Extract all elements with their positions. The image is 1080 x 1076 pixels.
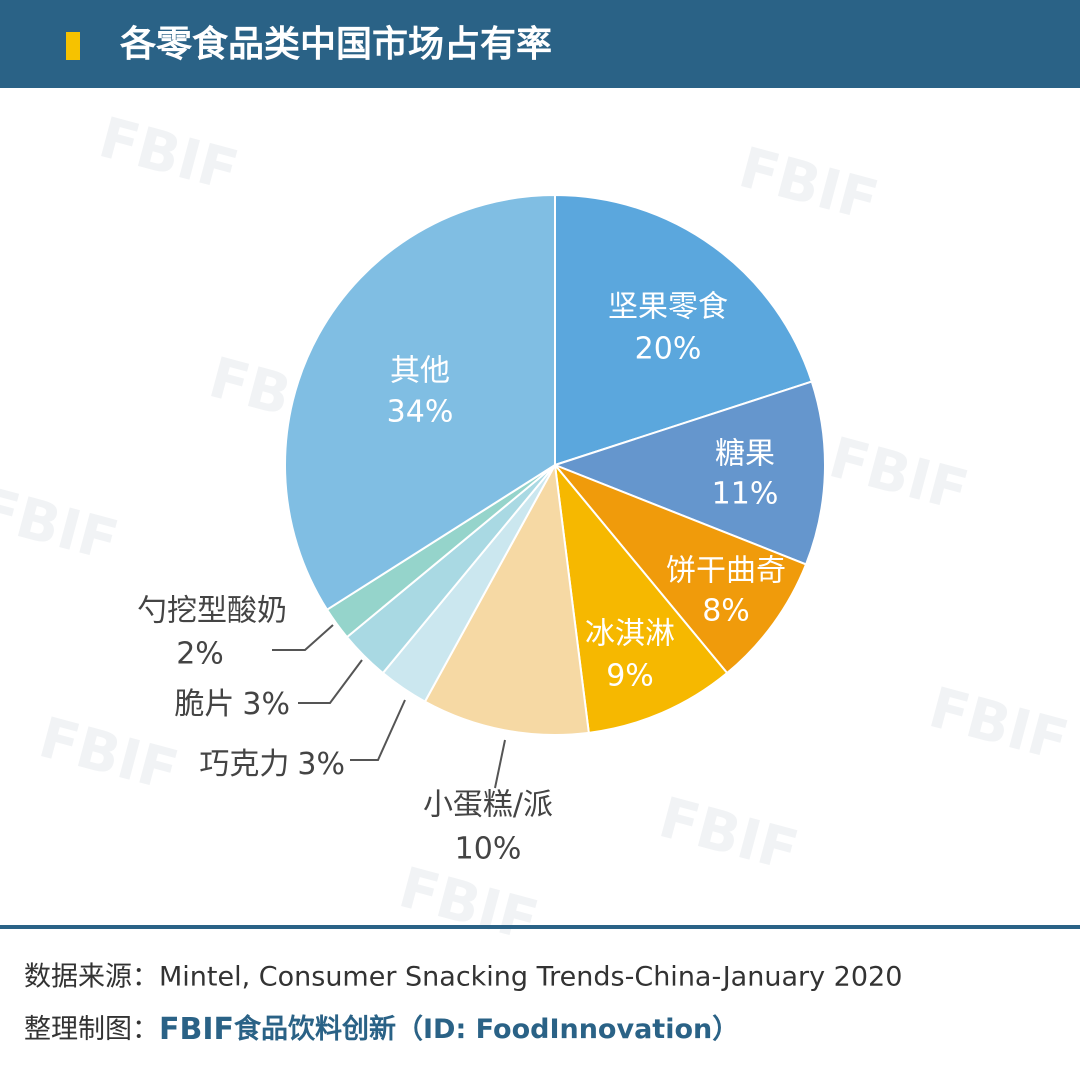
chart-title: 各零食品类中国市场占有率 — [120, 24, 552, 65]
header-band — [0, 0, 1080, 88]
value-label: 8% — [702, 594, 750, 629]
leader-line — [494, 739, 506, 789]
slice-label: 饼干曲奇 — [666, 554, 786, 589]
value-label: 10% — [455, 832, 522, 867]
header-accent — [66, 32, 80, 60]
value-label: 3% — [297, 747, 345, 782]
slice-label-group: 脆片 3% — [174, 687, 290, 722]
slice-label: 冰淇淋 — [585, 617, 675, 652]
value-label: 2% — [176, 637, 224, 672]
leader-line — [298, 659, 363, 704]
leader-line — [350, 699, 406, 761]
pie-slice — [423, 461, 590, 736]
value-label: 34% — [387, 395, 454, 430]
slice-label: 巧克力 — [199, 747, 289, 782]
source-note: 数据来源：Mintel, Consumer Snacking Trends-Ch… — [24, 962, 902, 993]
credit: 整理制图：FBIF食品饮料创新（ID: FoodInnovation） — [24, 1012, 739, 1047]
slice-label-group: 巧克力 3% — [199, 747, 345, 782]
credit-logo: FBIF — [159, 1012, 234, 1047]
slice-label: 坚果零食 — [608, 290, 728, 325]
value-label: 11% — [712, 477, 779, 512]
footer-rule — [0, 925, 1080, 929]
value-label: 20% — [635, 332, 702, 367]
credit-text: 食品饮料创新（ID: FoodInnovation） — [234, 1013, 739, 1045]
slice-label: 小蛋糕/派 — [423, 788, 553, 823]
slice-label: 脆片 — [174, 687, 234, 722]
leader-line — [272, 624, 334, 651]
pie-slice — [554, 193, 814, 467]
pie-slice — [284, 193, 556, 612]
value-label: 9% — [606, 659, 654, 694]
value-label: 3% — [242, 687, 290, 722]
pie-slice — [554, 464, 808, 675]
slice-label: 糖果 — [715, 437, 775, 472]
pie-slice — [552, 380, 826, 566]
pie-slice — [553, 461, 729, 734]
slice-label: 勺挖型酸奶 — [137, 594, 287, 629]
credit-prefix: 整理制图： — [24, 1014, 159, 1045]
slice-label: 其他 — [390, 354, 450, 389]
